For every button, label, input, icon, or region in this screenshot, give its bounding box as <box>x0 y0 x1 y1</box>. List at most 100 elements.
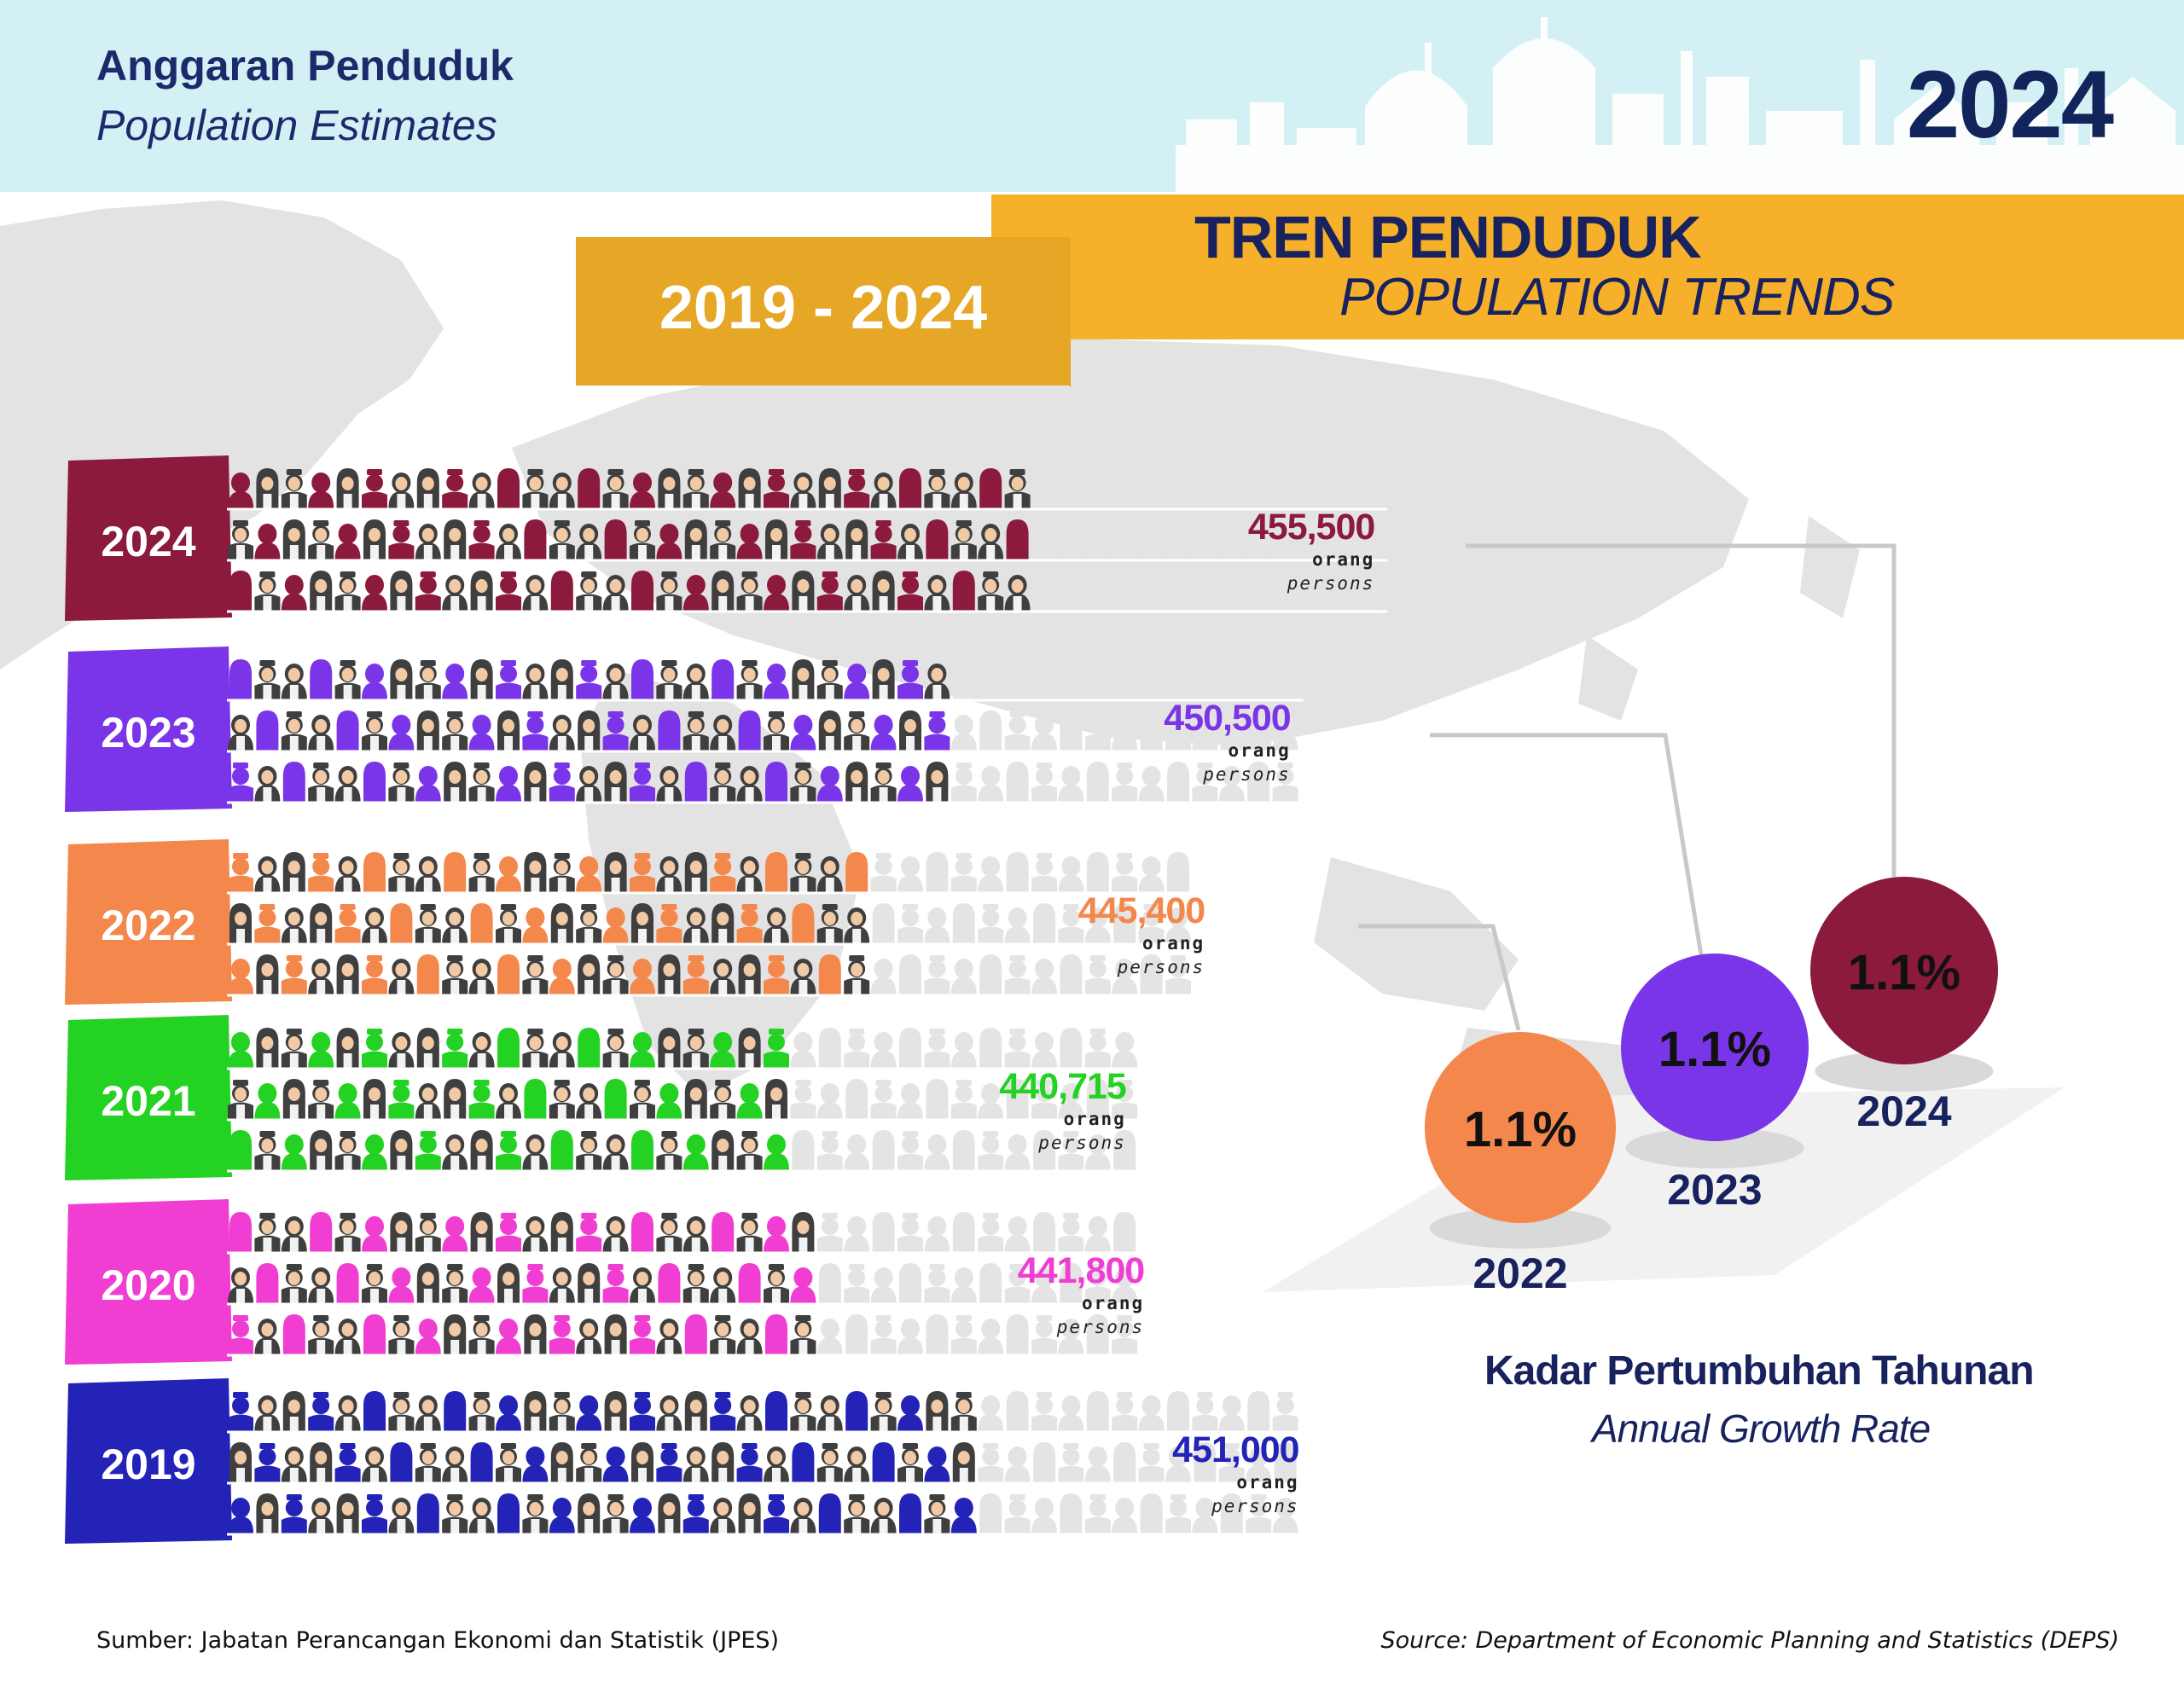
shirt-detail <box>397 878 406 892</box>
shirt-detail <box>584 1519 594 1533</box>
face-detail <box>555 1036 568 1050</box>
face-detail <box>369 719 380 733</box>
person-icon <box>496 1131 521 1170</box>
face-detail <box>663 770 676 784</box>
face-detail <box>341 1323 354 1336</box>
shirt-detail <box>745 1053 754 1068</box>
face-detail <box>529 579 542 593</box>
person-icon <box>1138 1443 1165 1482</box>
shirt-detail <box>289 545 299 559</box>
face-detail <box>609 1400 622 1413</box>
person-icon <box>952 571 975 611</box>
face-detail <box>235 912 247 925</box>
face-detail <box>583 719 595 733</box>
person-icon <box>468 715 495 751</box>
person-icon <box>228 959 253 994</box>
shirt-detail <box>879 494 888 508</box>
shirt-detail <box>263 980 272 994</box>
unit-english: persons <box>1287 573 1375 594</box>
face-detail <box>689 1036 702 1050</box>
face-detail <box>261 1220 274 1234</box>
shirt-detail <box>557 545 566 559</box>
shirt-detail <box>584 736 594 751</box>
face-detail <box>555 1451 568 1464</box>
face-detail <box>985 579 997 593</box>
person-icon <box>1031 1315 1057 1354</box>
face-detail <box>475 477 488 490</box>
shirt-detail <box>718 545 728 559</box>
person-icon <box>1031 1498 1057 1533</box>
person-icon <box>899 468 921 508</box>
shirt-detail <box>584 596 594 611</box>
face-detail <box>877 579 890 593</box>
person-icon <box>950 1315 977 1354</box>
face-detail <box>636 1087 648 1101</box>
person-icon <box>872 903 895 943</box>
icon-row <box>227 710 1304 753</box>
person-icon <box>1165 907 1191 943</box>
person-icon <box>1004 955 1031 994</box>
person-icon <box>1084 664 1111 699</box>
unit-english: persons <box>1056 1317 1145 1337</box>
face-detail <box>235 719 247 733</box>
face-detail <box>583 1323 595 1336</box>
shirt-detail <box>718 929 728 943</box>
shirt-detail <box>879 787 888 802</box>
shirt-detail <box>718 1104 728 1119</box>
shirt-detail <box>317 736 326 751</box>
person-icon <box>444 1391 467 1431</box>
person-icon <box>1218 1395 1245 1431</box>
face-detail <box>288 477 300 490</box>
population-value: 451,000 <box>1172 1429 1299 1470</box>
person-icon <box>816 1083 843 1119</box>
person-icon <box>710 1032 736 1068</box>
shirt-detail <box>289 1468 299 1482</box>
person-icon <box>1006 762 1029 802</box>
person-icon <box>1165 575 1191 611</box>
person-icon <box>738 1263 761 1303</box>
shirt-detail <box>986 545 996 559</box>
person-icon <box>1218 571 1245 611</box>
person-icon <box>310 659 333 699</box>
face-detail <box>475 1400 488 1413</box>
face-detail <box>609 1502 622 1516</box>
person-icon <box>924 1029 950 1068</box>
person-icon <box>924 955 950 994</box>
person-icon <box>1138 571 1165 611</box>
bar-row-2019: 2019 <box>65 1378 1312 1544</box>
person-icon <box>1031 1032 1057 1068</box>
face-detail <box>743 477 756 490</box>
person-icon <box>1192 1392 1218 1431</box>
person-icon <box>1113 1442 1136 1482</box>
face-detail <box>288 528 300 542</box>
face-detail <box>797 963 810 977</box>
shirt-detail <box>906 545 915 559</box>
shirt-detail <box>531 980 540 994</box>
shirt-detail <box>423 929 433 943</box>
face-detail <box>583 963 595 977</box>
face-detail <box>235 1272 247 1285</box>
shirt-detail <box>611 1053 620 1068</box>
shirt-detail <box>289 1104 299 1119</box>
person-icon <box>926 852 949 892</box>
shirt-detail <box>825 1468 834 1482</box>
shirt-detail <box>691 494 700 508</box>
shirt-detail <box>343 1053 352 1068</box>
shirt-detail <box>959 1417 968 1431</box>
face-detail <box>743 1036 756 1050</box>
person-icon <box>738 710 761 751</box>
person-icon <box>818 954 841 994</box>
unit-malay: orang <box>1141 933 1205 954</box>
person-icon <box>1006 1391 1029 1431</box>
person-icon <box>736 1443 763 1482</box>
face-detail <box>689 861 702 874</box>
face-detail <box>475 1220 488 1234</box>
face-detail <box>717 1323 729 1336</box>
person-icon <box>978 1213 1004 1252</box>
person-icon <box>684 762 707 802</box>
person-icon <box>1031 959 1057 994</box>
shirt-detail <box>317 980 326 994</box>
face-detail <box>475 963 488 977</box>
growth-title-malay: Kadar Pertumbuhan Tahunan <box>1484 1348 2035 1394</box>
shirt-detail <box>799 1417 808 1431</box>
